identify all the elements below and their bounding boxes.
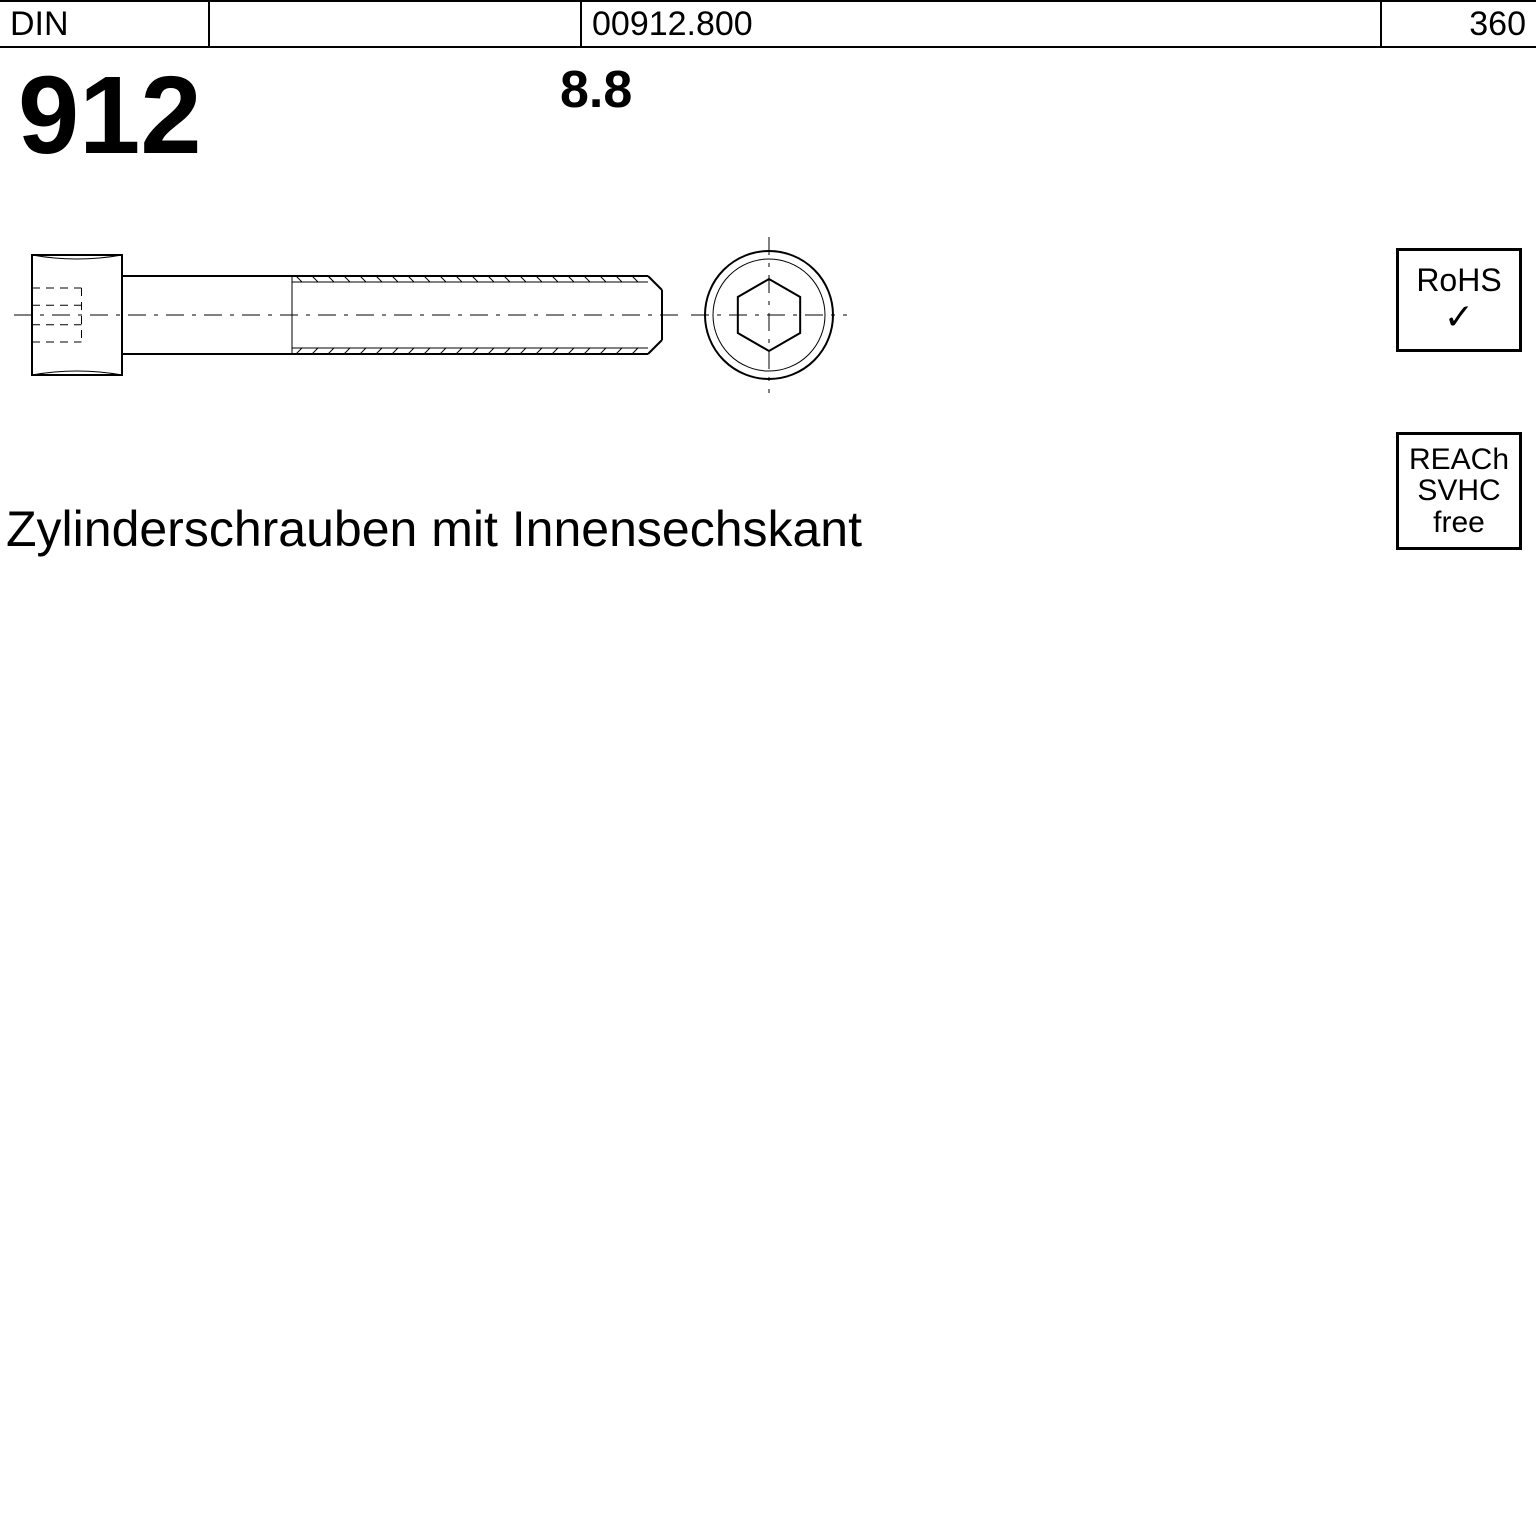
reach-line-2: free bbox=[1433, 507, 1485, 539]
header-qty-label: 360 bbox=[1469, 5, 1526, 44]
header-cell-empty bbox=[210, 2, 582, 46]
rohs-badge: RoHS ✓ bbox=[1396, 248, 1522, 352]
strength-grade-text: 8.8 bbox=[560, 61, 632, 119]
header-cell-article: 00912.800 bbox=[582, 2, 1382, 46]
reach-badge: REACh SVHC free bbox=[1396, 432, 1522, 550]
screw-drawing bbox=[14, 230, 854, 400]
reach-line-0: REACh bbox=[1409, 444, 1509, 476]
header-cell-standard: DIN bbox=[0, 2, 210, 46]
product-title-text: Zylinderschrauben mit Innensechskant bbox=[6, 501, 862, 557]
strength-grade: 8.8 bbox=[560, 60, 632, 120]
header-row: DIN 00912.800 360 bbox=[0, 0, 1536, 48]
datasheet: DIN 00912.800 360 912 8.8 RoHS ✓ REACh S… bbox=[0, 0, 1536, 700]
product-title: Zylinderschrauben mit Innensechskant bbox=[6, 500, 862, 558]
header-cell-qty: 360 bbox=[1382, 2, 1536, 46]
din-number-text: 912 bbox=[18, 54, 202, 177]
header-article-label: 00912.800 bbox=[592, 5, 753, 44]
header-standard-label: DIN bbox=[10, 5, 69, 44]
rohs-label: RoHS bbox=[1416, 264, 1501, 298]
din-number: 912 bbox=[18, 52, 202, 179]
reach-line-1: SVHC bbox=[1417, 475, 1500, 507]
check-icon: ✓ bbox=[1444, 298, 1474, 336]
